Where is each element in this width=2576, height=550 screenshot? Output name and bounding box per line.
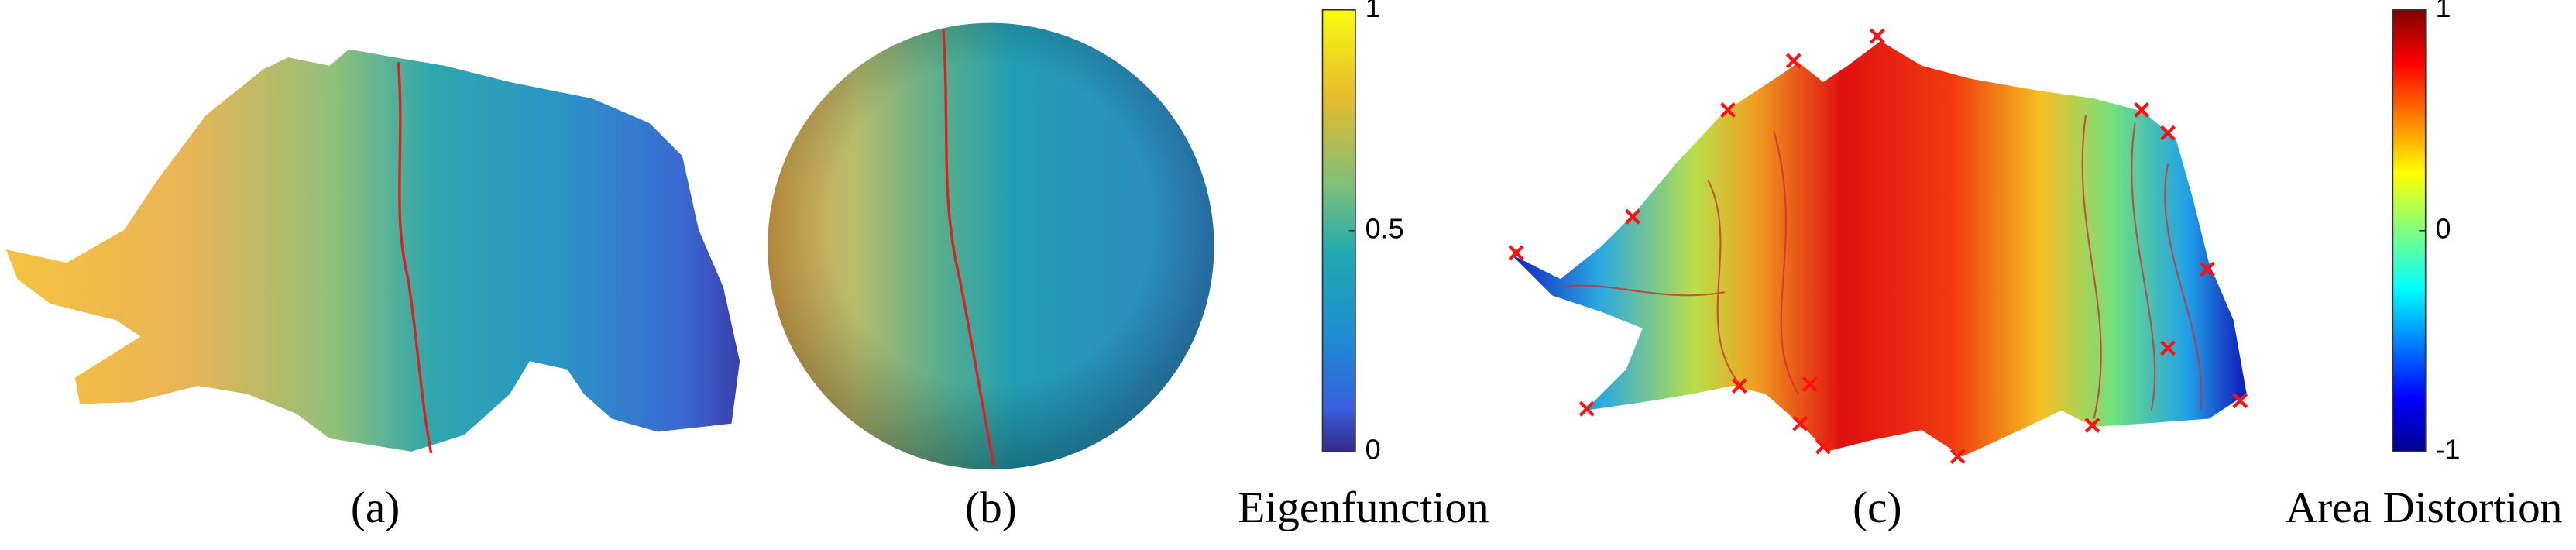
sphere-shade xyxy=(768,22,1214,470)
caption: (c) xyxy=(1853,483,1902,532)
colorbar-label: Eigenfunction xyxy=(1238,483,1489,532)
panel-b: (b) xyxy=(768,22,1214,532)
colorbar: Area Distortion -1 0 1 xyxy=(2286,0,2563,532)
surface xyxy=(1511,40,2247,457)
tick-label: 1 xyxy=(1365,0,1381,23)
contour-lines xyxy=(1560,115,2203,419)
colorbar: Eigenfunction 0 0.5 1 xyxy=(1238,0,1489,532)
tick-label: 0 xyxy=(1365,433,1381,465)
colorbar-label: Area Distortion xyxy=(2286,483,2563,532)
tick-label: 1 xyxy=(2435,0,2451,23)
tick-label: 0.5 xyxy=(1365,212,1404,244)
caption: (a) xyxy=(351,483,400,532)
panel-a: (a) xyxy=(5,49,740,532)
cut-line xyxy=(942,29,996,467)
landmarks xyxy=(1508,28,2248,465)
cut-line xyxy=(397,62,433,454)
surface xyxy=(5,49,740,452)
tick-label: 0 xyxy=(2435,212,2451,244)
tick-label: -1 xyxy=(2435,433,2460,465)
caption: (b) xyxy=(965,483,1017,532)
panel-c: (c) xyxy=(1508,28,2248,532)
